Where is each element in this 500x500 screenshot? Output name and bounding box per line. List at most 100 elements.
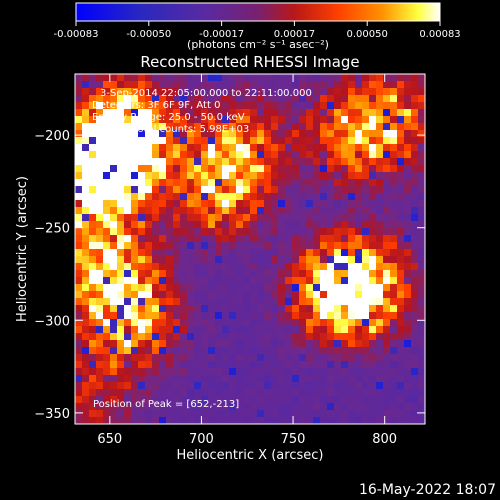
heatmap-cell: [383, 109, 391, 117]
heatmap-cell: [187, 242, 195, 250]
heatmap-cell: [194, 326, 202, 334]
heatmap-cell: [194, 354, 202, 362]
heatmap-cell: [292, 368, 300, 376]
heatmap-cell: [271, 179, 279, 187]
heatmap-cell: [131, 123, 139, 131]
heatmap-cell: [222, 228, 230, 236]
heatmap-cell: [96, 235, 104, 243]
heatmap-cell: [187, 249, 195, 257]
heatmap-cell: [397, 158, 405, 166]
heatmap-cell: [75, 109, 83, 117]
heatmap-cell: [411, 375, 419, 383]
heatmap-cell: [404, 277, 412, 285]
heatmap-cell: [327, 95, 335, 103]
heatmap-cell: [75, 326, 83, 334]
heatmap-cell: [229, 137, 237, 145]
heatmap-cell: [96, 298, 104, 306]
heatmap-cell: [236, 137, 244, 145]
heatmap-cell: [201, 130, 209, 138]
heatmap-cell: [215, 130, 223, 138]
heatmap-cell: [138, 151, 146, 159]
heatmap-cell: [110, 214, 118, 222]
heatmap-cell: [306, 340, 314, 348]
heatmap-cell: [243, 95, 251, 103]
heatmap-cell: [271, 333, 279, 341]
heatmap-cell: [152, 116, 160, 124]
heatmap-cell: [278, 207, 286, 215]
heatmap-cell: [138, 228, 146, 236]
heatmap-cell: [418, 193, 426, 201]
heatmap-cell: [229, 354, 237, 362]
heatmap-cell: [369, 354, 377, 362]
heatmap-cell: [362, 151, 370, 159]
heatmap-cell: [208, 207, 216, 215]
heatmap-cell: [299, 102, 307, 110]
heatmap-cell: [334, 221, 342, 229]
heatmap-cell: [250, 109, 258, 117]
heatmap-cell: [411, 193, 419, 201]
heatmap-cell: [138, 319, 146, 327]
heatmap-cell: [404, 319, 412, 327]
heatmap-cell: [285, 95, 293, 103]
heatmap-cell: [89, 277, 97, 285]
heatmap-cell: [236, 284, 244, 292]
heatmap-cell: [320, 116, 328, 124]
heatmap-cell: [250, 298, 258, 306]
heatmap-cell: [243, 396, 251, 404]
heatmap-cell: [145, 95, 153, 103]
heatmap-cell: [138, 382, 146, 390]
heatmap-cell: [117, 81, 125, 89]
heatmap-cell: [320, 389, 328, 397]
heatmap-cell: [243, 333, 251, 341]
heatmap-cell: [82, 109, 90, 117]
heatmap-cell: [173, 333, 181, 341]
heatmap-cell: [82, 158, 90, 166]
heatmap-cell: [117, 410, 125, 418]
heatmap-cell: [320, 228, 328, 236]
heatmap-cell: [138, 389, 146, 397]
heatmap-cell: [292, 214, 300, 222]
heatmap-cell: [257, 221, 265, 229]
heatmap-cell: [264, 347, 272, 355]
heatmap-cell: [124, 102, 132, 110]
heatmap-cell: [334, 88, 342, 96]
heatmap-cell: [369, 109, 377, 117]
heatmap-cell: [334, 361, 342, 369]
heatmap-cell: [159, 291, 167, 299]
heatmap-cell: [180, 396, 188, 404]
heatmap-cell: [320, 172, 328, 180]
heatmap-cell: [327, 235, 335, 243]
heatmap-cell: [390, 151, 398, 159]
heatmap-cell: [250, 361, 258, 369]
heatmap-cell: [404, 333, 412, 341]
heatmap-cell: [103, 186, 111, 194]
heatmap-cell: [89, 207, 97, 215]
heatmap-cell: [82, 95, 90, 103]
heatmap-cell: [75, 200, 83, 208]
heatmap-cell: [236, 242, 244, 250]
heatmap-cell: [271, 242, 279, 250]
heatmap-cell: [327, 200, 335, 208]
heatmap-cell: [257, 242, 265, 250]
heatmap-cell: [376, 375, 384, 383]
heatmap-cell: [418, 347, 426, 355]
heatmap-cell: [75, 228, 83, 236]
heatmap-cell: [159, 249, 167, 257]
heatmap-cell: [124, 109, 132, 117]
heatmap-cell: [180, 235, 188, 243]
heatmap-cell: [257, 172, 265, 180]
heatmap-cell: [299, 361, 307, 369]
heatmap-cell: [152, 95, 160, 103]
heatmap-cell: [348, 137, 356, 145]
heatmap-cell: [243, 277, 251, 285]
heatmap-cell: [124, 410, 132, 418]
heatmap-cell: [89, 319, 97, 327]
heatmap-cell: [152, 305, 160, 313]
heatmap-cell: [390, 158, 398, 166]
heatmap-cell: [229, 361, 237, 369]
heatmap-cell: [327, 158, 335, 166]
heatmap-cell: [397, 214, 405, 222]
heatmap-cell: [285, 74, 293, 82]
heatmap-cell: [201, 186, 209, 194]
heatmap-cell: [229, 340, 237, 348]
